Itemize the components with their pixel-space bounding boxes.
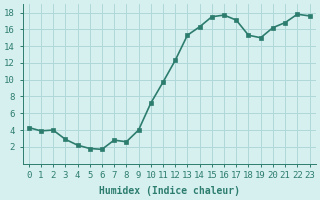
X-axis label: Humidex (Indice chaleur): Humidex (Indice chaleur)	[99, 186, 240, 196]
